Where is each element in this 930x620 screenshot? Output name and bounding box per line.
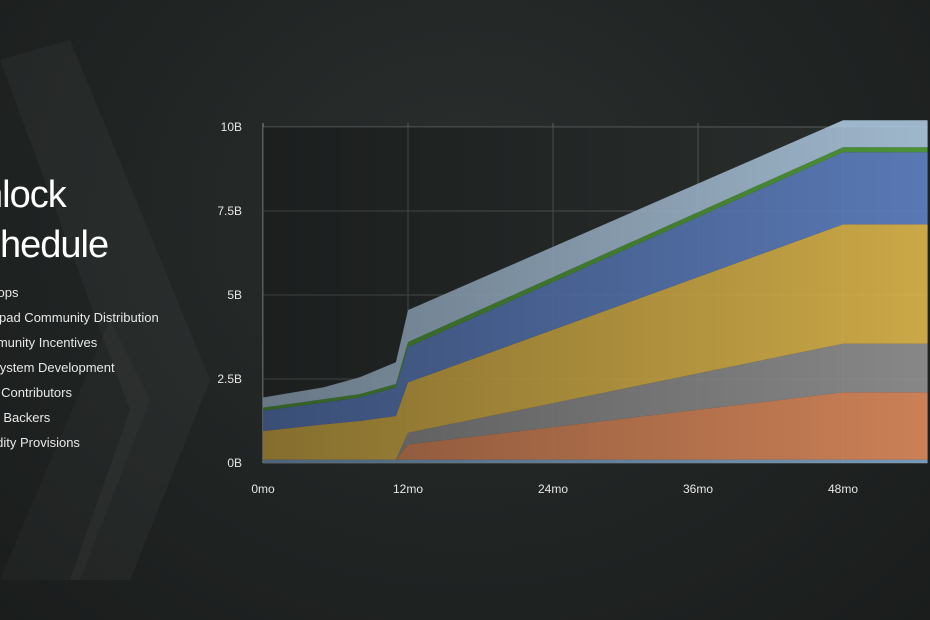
legend-item-community-incentives: mmunity Incentives — [0, 335, 98, 350]
x-tick-label-0: 0mo — [251, 482, 275, 496]
y-tick-label-4: 10B — [221, 120, 242, 134]
x-tick-label-2: 24mo — [538, 482, 568, 496]
x-tick-label-3: 36mo — [683, 482, 713, 496]
chart-legend: drops idlpad Community Distribution mmun… — [0, 280, 159, 455]
page-title: nlock chedule — [0, 170, 109, 270]
legend-item-ecosystem-development: osystem Development — [0, 360, 115, 375]
y-tick-label-1: 2.5B — [217, 372, 242, 386]
y-tick-label-3: 7.5B — [217, 204, 242, 218]
legend-item-core-contributors: re Contributors — [0, 385, 72, 400]
title-line-2: chedule — [0, 224, 109, 266]
legend-item-launchpad-distribution: idlpad Community Distribution — [0, 310, 159, 325]
shade-overlay — [263, 127, 928, 463]
chart-ticks: 0B 2.5B 5B 7.5B 10B 0mo 12mo 24mo 36mo 48mo — [217, 120, 858, 496]
legend-item-liquidity-provisions: uidity Provisions — [0, 435, 80, 450]
y-tick-label-0: 0B — [227, 456, 242, 470]
x-tick-label-1: 12mo — [393, 482, 423, 496]
x-tick-label-4: 48mo — [828, 482, 858, 496]
legend-item-early-backers: rly Backers — [0, 410, 51, 425]
legend-item-airdrops: drops — [0, 285, 19, 300]
title-line-1: nlock — [0, 174, 67, 216]
y-tick-label-2: 5B — [227, 288, 242, 302]
chart-areas — [263, 120, 928, 463]
